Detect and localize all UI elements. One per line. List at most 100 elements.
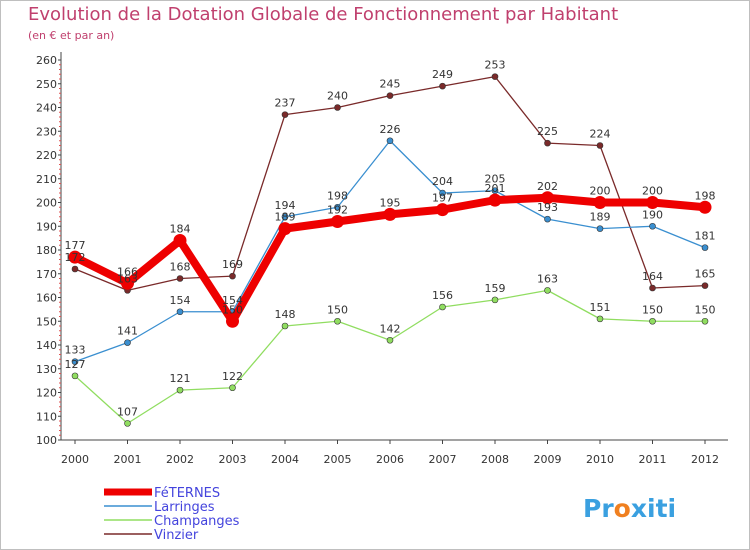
data-point — [124, 339, 131, 346]
data-label: 169 — [222, 258, 243, 271]
data-label: 201 — [485, 182, 506, 195]
legend-label: Larringes — [154, 500, 215, 515]
y-tick-label: 210 — [36, 173, 57, 186]
y-tick-label: 230 — [36, 125, 57, 138]
chart-title: Evolution de la Dotation Globale de Fonc… — [28, 4, 619, 25]
y-tick-label: 120 — [36, 387, 57, 400]
data-point — [281, 322, 289, 330]
y-tick-label: 250 — [36, 78, 57, 91]
data-point — [436, 203, 449, 217]
data-label: 189 — [275, 211, 296, 224]
data-label: 150 — [695, 303, 716, 316]
data-point — [544, 215, 551, 223]
data-point — [226, 314, 239, 328]
data-point — [701, 282, 709, 289]
data-label: 177 — [65, 239, 86, 252]
x-tick-label: 2003 — [219, 453, 247, 466]
y-tick-label: 180 — [36, 244, 57, 257]
data-point — [176, 275, 184, 282]
data-point — [439, 189, 446, 197]
data-point — [596, 225, 604, 232]
data-point — [176, 386, 184, 394]
x-tick-label: 2002 — [166, 453, 194, 466]
data-label: 181 — [695, 230, 716, 243]
data-point — [281, 111, 289, 118]
data-label: 150 — [642, 303, 663, 316]
legend-label: Champanges — [154, 514, 240, 529]
data-point — [439, 82, 446, 90]
data-label: 166 — [117, 265, 138, 278]
y-tick-label: 240 — [36, 102, 57, 115]
data-point — [386, 137, 394, 145]
data-point — [176, 308, 184, 316]
data-label: 205 — [485, 173, 506, 186]
data-point — [544, 139, 551, 147]
data-label: 127 — [65, 358, 86, 371]
x-tick-label: 2008 — [481, 453, 509, 466]
data-label: 154 — [170, 294, 191, 307]
data-point — [649, 284, 656, 292]
data-label: 226 — [380, 123, 401, 136]
data-label: 163 — [117, 272, 138, 285]
data-label: 133 — [65, 344, 86, 357]
data-point — [68, 250, 82, 264]
series-champanges — [71, 287, 709, 427]
data-label: 150 — [222, 303, 243, 316]
legend-label: FéTERNES — [154, 486, 220, 501]
x-tick-label: 2006 — [376, 453, 404, 466]
data-point — [649, 222, 656, 230]
data-point — [121, 276, 134, 290]
x-tick-label: 2012 — [691, 453, 719, 466]
data-label: 194 — [275, 199, 296, 212]
x-tick-label: 2010 — [586, 453, 614, 466]
data-label: 240 — [327, 90, 348, 103]
data-point — [488, 193, 502, 207]
data-point — [439, 303, 446, 311]
data-point — [698, 200, 712, 214]
data-label: 163 — [537, 272, 558, 285]
data-label: 154 — [222, 294, 243, 307]
data-point — [649, 317, 656, 325]
proxiti-logo: Proxiti — [583, 494, 676, 523]
data-label: 197 — [432, 192, 453, 205]
data-label: 172 — [65, 251, 86, 264]
y-tick-label: 220 — [36, 149, 57, 162]
y-tick-label: 160 — [36, 292, 57, 305]
data-label: 107 — [117, 405, 138, 418]
y-tick-label: 260 — [36, 54, 57, 67]
data-label: 189 — [590, 211, 611, 224]
series-féternes — [68, 191, 712, 328]
data-label: 141 — [117, 325, 138, 338]
x-tick-label: 2001 — [114, 453, 142, 466]
data-label: 204 — [432, 175, 453, 188]
data-label: 122 — [222, 370, 243, 383]
data-label: 151 — [590, 301, 611, 314]
data-point — [701, 244, 709, 251]
x-tick-label: 2007 — [429, 453, 457, 466]
data-point — [71, 372, 79, 380]
y-tick-label: 130 — [36, 363, 57, 376]
data-point — [646, 196, 659, 209]
chart-subtitle: (en € et par an) — [28, 29, 115, 42]
series-line — [74, 75, 706, 292]
data-label: 150 — [327, 303, 348, 316]
data-point — [71, 358, 79, 365]
data-point — [491, 73, 499, 80]
x-tick-label: 2009 — [534, 453, 562, 466]
data-point — [386, 92, 394, 99]
data-label: 198 — [327, 189, 348, 202]
data-point — [71, 265, 79, 273]
data-label: 184 — [170, 223, 191, 236]
data-label: 237 — [275, 97, 296, 110]
y-tick-label: 150 — [36, 315, 57, 328]
data-point — [544, 287, 551, 294]
y-tick-label: 140 — [36, 339, 57, 352]
x-tick-label: 2011 — [639, 453, 667, 466]
y-tick-label: 190 — [36, 220, 57, 233]
data-label: 249 — [432, 68, 453, 81]
data-label: 190 — [642, 208, 663, 221]
data-label: 225 — [537, 125, 558, 138]
data-point — [229, 384, 236, 392]
